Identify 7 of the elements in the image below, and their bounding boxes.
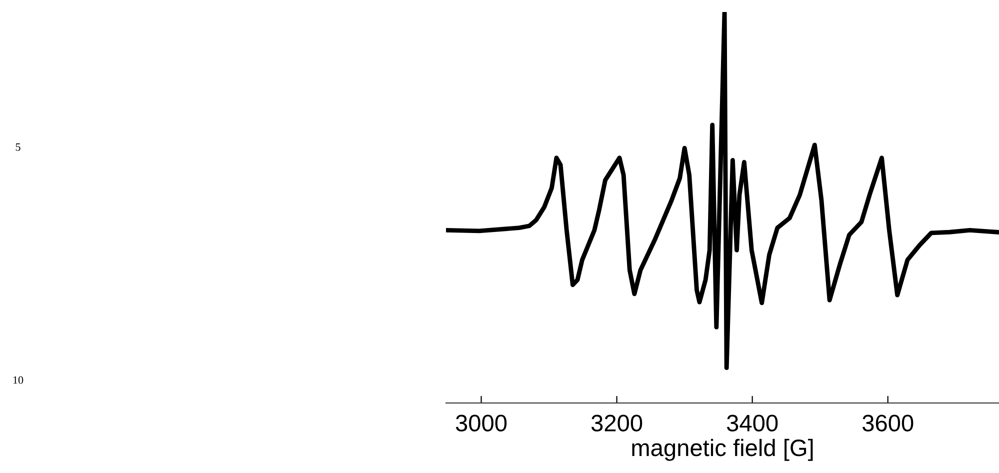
x-tick-label: 3400 (726, 414, 778, 432)
x-tick-label: 3600 (862, 414, 914, 432)
text: 10 (13, 376, 24, 384)
x-tick-label: 3000 (456, 414, 507, 432)
text: 5 (16, 143, 20, 151)
x-tick-label: 3200 (591, 414, 642, 432)
x-axis-title: magnetic field [G] (632, 438, 813, 461)
